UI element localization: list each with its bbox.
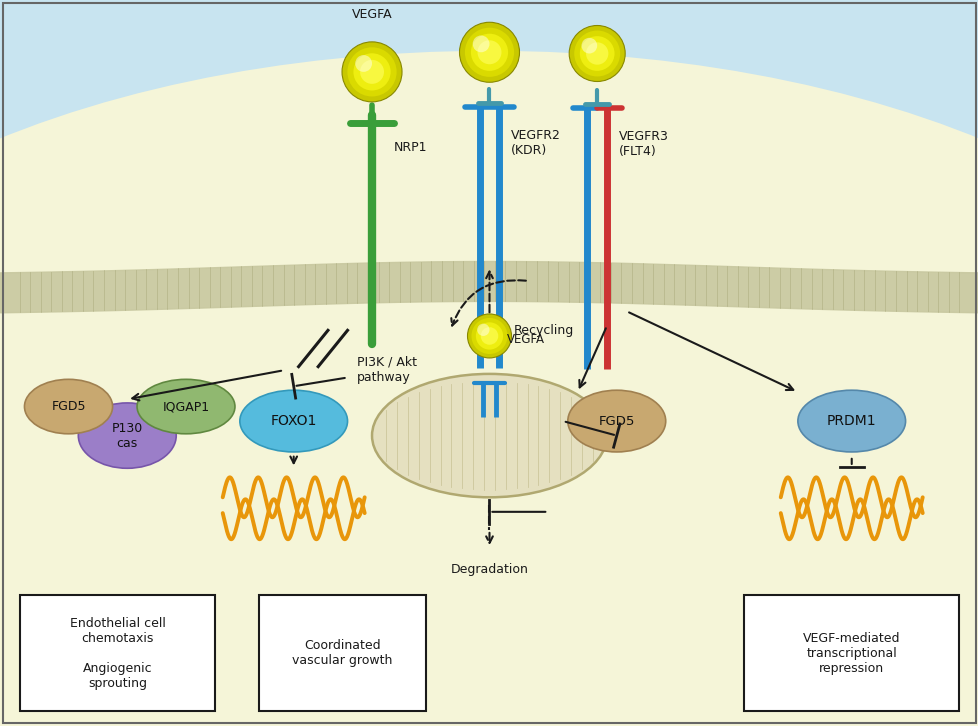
Circle shape [579, 36, 614, 71]
Text: P130
cas: P130 cas [111, 422, 143, 449]
Text: VEGFA: VEGFA [507, 333, 545, 346]
Circle shape [353, 53, 390, 91]
Circle shape [470, 33, 508, 71]
Ellipse shape [567, 390, 665, 452]
Text: PRDM1: PRDM1 [826, 414, 875, 428]
Text: Degradation: Degradation [450, 563, 528, 576]
Circle shape [472, 36, 489, 52]
Circle shape [459, 23, 519, 82]
Text: PI3K / Akt
pathway: PI3K / Akt pathway [357, 356, 417, 384]
Circle shape [467, 314, 511, 358]
Text: VEGFA: VEGFA [351, 8, 392, 21]
Circle shape [568, 25, 625, 81]
Circle shape [355, 55, 372, 72]
Circle shape [475, 322, 503, 350]
Ellipse shape [78, 403, 176, 468]
Circle shape [360, 60, 383, 84]
Ellipse shape [372, 374, 606, 497]
Circle shape [477, 40, 501, 65]
Circle shape [480, 327, 498, 345]
Circle shape [476, 324, 489, 336]
Text: Endothelial cell
chemotaxis

Angiogenic
sprouting: Endothelial cell chemotaxis Angiogenic s… [69, 617, 165, 690]
Text: IQGAP1: IQGAP1 [162, 400, 209, 413]
Ellipse shape [137, 379, 235, 434]
FancyBboxPatch shape [259, 595, 425, 711]
Circle shape [574, 30, 619, 76]
Text: VEGFA: VEGFA [576, 0, 617, 3]
Text: Coordinated
vascular growth: Coordinated vascular growth [292, 640, 392, 667]
Text: FOXO1: FOXO1 [270, 414, 317, 428]
Circle shape [586, 42, 607, 65]
Text: VEGF-mediated
transcriptional
repression: VEGF-mediated transcriptional repression [802, 632, 900, 675]
Circle shape [581, 38, 597, 54]
Circle shape [471, 318, 507, 354]
Text: VEGFR3
(FLT4): VEGFR3 (FLT4) [618, 130, 668, 158]
FancyBboxPatch shape [743, 595, 958, 711]
Text: FGD5: FGD5 [51, 400, 86, 413]
Text: VEGFR2
(KDR): VEGFR2 (KDR) [511, 129, 560, 157]
Ellipse shape [0, 51, 978, 726]
Ellipse shape [797, 390, 905, 452]
FancyBboxPatch shape [20, 595, 215, 711]
Circle shape [465, 28, 513, 77]
Text: Recycling: Recycling [513, 324, 574, 337]
Ellipse shape [24, 379, 112, 434]
Ellipse shape [240, 390, 347, 452]
Text: VEGFA: VEGFA [468, 0, 510, 1]
Circle shape [347, 47, 396, 97]
Bar [0, 450, 978, 726]
Circle shape [341, 42, 402, 102]
Text: FGD5: FGD5 [598, 415, 635, 428]
Text: NRP1: NRP1 [393, 141, 426, 154]
